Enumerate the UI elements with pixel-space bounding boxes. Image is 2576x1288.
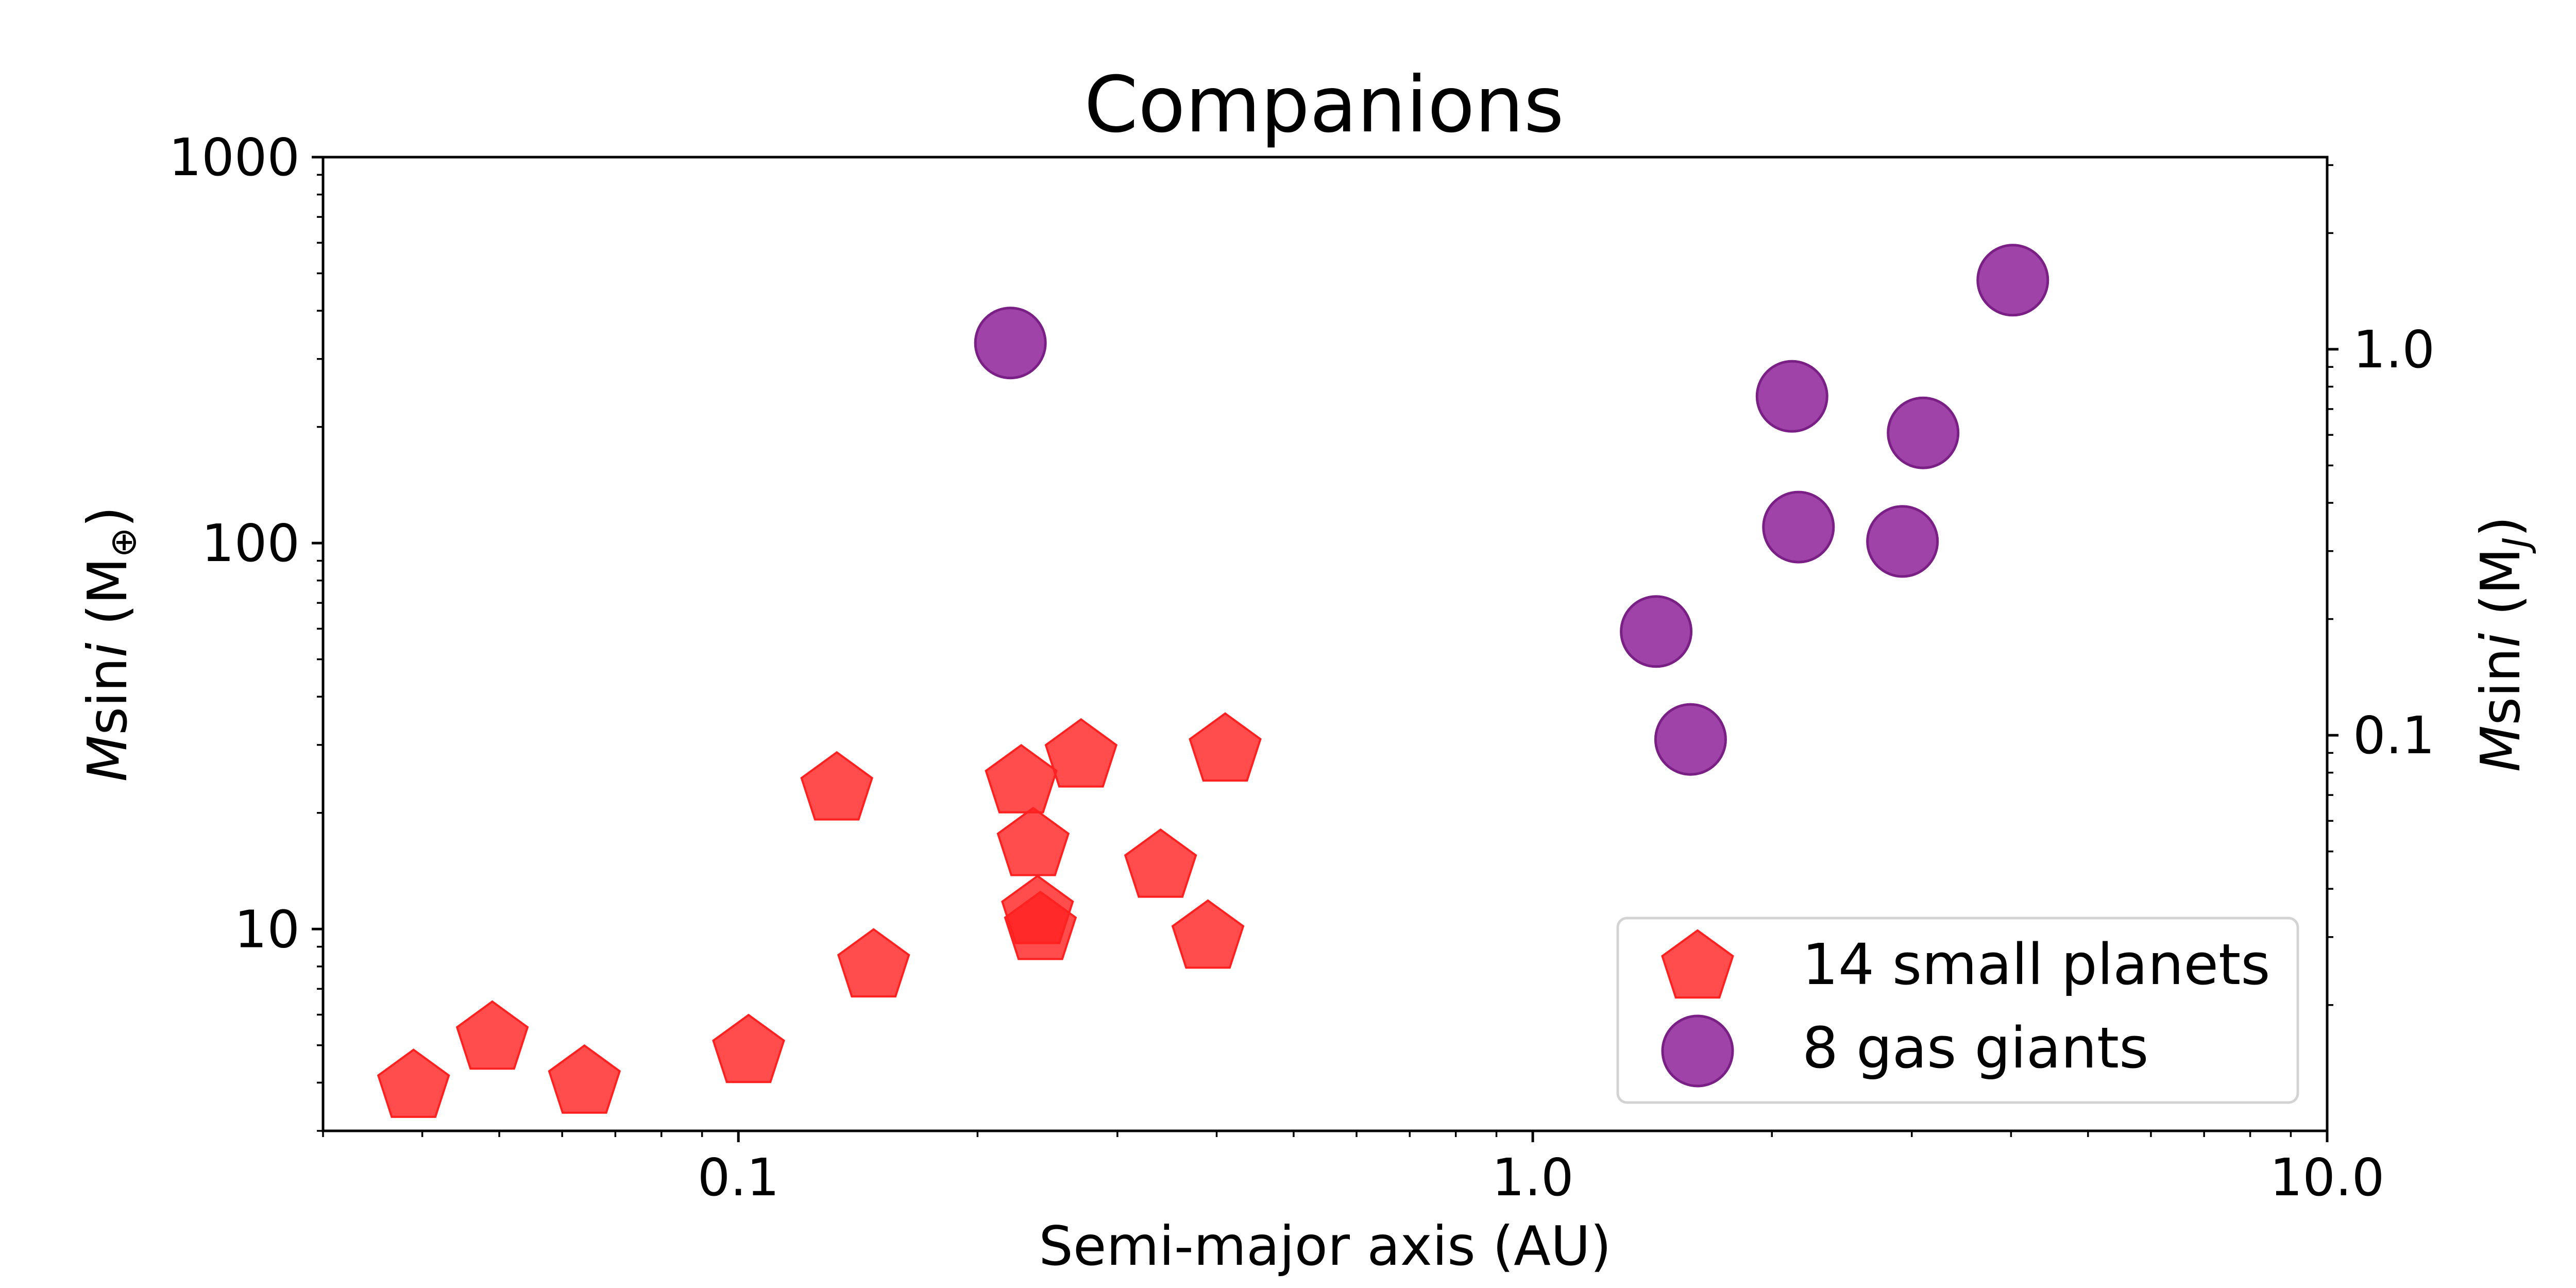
- chart-title: Companions: [1084, 60, 1564, 150]
- gas-giant-point: [1755, 360, 1828, 433]
- data-points: [377, 244, 2049, 1118]
- gas-giant-point: [1866, 505, 1939, 578]
- legend-label-gas-giants: 8 gas giants: [1802, 1015, 2148, 1081]
- tick-labels: 0.1 1.0 10.0 10 100 1000 0.1 1.0: [169, 127, 2435, 1208]
- legend-markers: [1661, 929, 1734, 1088]
- plot-frame: [321, 156, 2329, 1132]
- gas-giant-point: [1976, 244, 2049, 317]
- x-axis-label: Semi-major axis (AU): [1039, 1215, 1612, 1278]
- small-planet-point: [1171, 899, 1245, 969]
- small-planet-point: [712, 1013, 785, 1083]
- small-planet-point: [1044, 718, 1118, 788]
- small-planet-point: [1004, 890, 1077, 960]
- x-tick-label: 0.1: [698, 1147, 779, 1208]
- x-tick-label: 1.0: [1492, 1147, 1574, 1208]
- y-tick-label: 1000: [169, 127, 300, 188]
- small-planet-point: [377, 1048, 450, 1118]
- small-planet-point: [837, 928, 910, 998]
- small-planet-point: [996, 806, 1070, 876]
- small-planet-point: [548, 1044, 621, 1114]
- y-tick-label: 10: [234, 899, 300, 959]
- y-axis-label-right: Msini (MJ): [2469, 516, 2537, 772]
- small-planet-point: [800, 751, 874, 821]
- small-planet-point: [1124, 828, 1197, 898]
- gas-giant-point: [974, 307, 1047, 380]
- y-axis-label-left: Msini (M⊕): [76, 506, 144, 782]
- gas-giant-point: [1654, 703, 1727, 776]
- legend-marker-gas-giants: [1661, 1014, 1734, 1088]
- x-tick-label: 10.0: [2270, 1147, 2385, 1208]
- legend-label-small-planets: 14 small planets: [1802, 931, 2270, 997]
- y-right-tick-label: 1.0: [2353, 319, 2435, 380]
- small-planet-point: [1189, 712, 1262, 782]
- gas-giant-point: [1887, 396, 1960, 469]
- legend-marker-small-planets: [1661, 929, 1734, 999]
- y-right-tick-label: 0.1: [2353, 705, 2435, 766]
- y-tick-label: 100: [201, 513, 300, 573]
- small-planet-point: [985, 744, 1058, 814]
- gas-giant-point: [1762, 490, 1835, 564]
- legend: 14 small planets 8 gas giants: [1616, 917, 2299, 1104]
- gas-giant-point: [1620, 595, 1693, 668]
- legend-box: [1616, 917, 2299, 1104]
- small-planet-point: [455, 1000, 529, 1070]
